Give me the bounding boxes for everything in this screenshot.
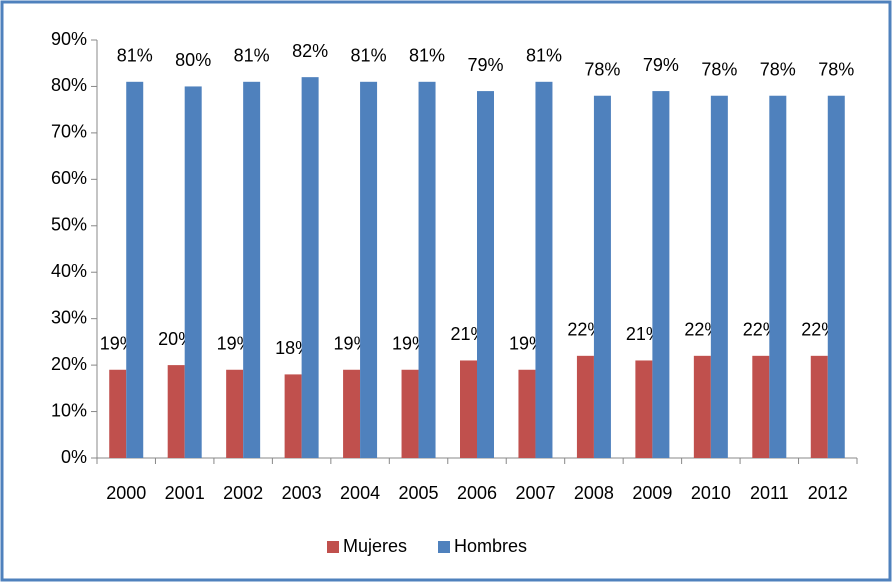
bar (401, 369, 419, 458)
bar (226, 369, 244, 458)
legend-label: Mujeres (343, 536, 407, 556)
bar (167, 365, 185, 458)
x-tick-label: 2007 (515, 483, 555, 503)
bar (477, 91, 494, 458)
bar (418, 81, 436, 459)
y-tick-label: 10% (51, 400, 87, 420)
x-tick-label: 2001 (165, 483, 205, 503)
x-tick-label: 2005 (399, 483, 439, 503)
bar (518, 369, 536, 458)
bar (752, 355, 770, 458)
x-tick-label: 2006 (457, 483, 497, 503)
value-label: 81% (117, 46, 153, 66)
y-tick-label: 30% (51, 307, 87, 327)
value-label: 78% (760, 59, 796, 79)
value-label: 79% (467, 55, 503, 75)
x-tick-label: 2009 (632, 483, 672, 503)
bar (593, 95, 611, 458)
bar (109, 369, 127, 458)
value-label: 78% (584, 59, 620, 79)
value-label: 80% (175, 50, 211, 70)
x-tick-label: 2000 (106, 483, 146, 503)
bar (535, 81, 553, 459)
y-tick-label: 20% (51, 354, 87, 374)
x-tick-label: 2010 (691, 483, 731, 503)
y-tick-label: 0% (61, 447, 87, 467)
y-tick-label: 80% (51, 75, 87, 95)
legend-swatch (327, 541, 339, 553)
x-tick-label: 2002 (223, 483, 263, 503)
y-tick-label: 90% (51, 29, 87, 49)
value-label: 81% (351, 46, 387, 66)
y-tick-label: 40% (51, 261, 87, 281)
bar (810, 355, 828, 458)
bar (126, 81, 144, 459)
value-label: 81% (409, 46, 445, 66)
value-label: 79% (643, 55, 679, 75)
bar (693, 355, 711, 458)
bar (635, 360, 653, 458)
bar (576, 355, 594, 458)
y-tick-label: 60% (51, 168, 87, 188)
bar (710, 95, 728, 458)
bar (360, 81, 378, 459)
value-label: 81% (234, 46, 270, 66)
bar (284, 374, 302, 458)
value-label: 78% (701, 59, 737, 79)
value-label: 78% (818, 59, 854, 79)
y-tick-label: 50% (51, 215, 87, 235)
legend-label: Hombres (454, 536, 527, 556)
bar (243, 81, 261, 459)
bar (343, 369, 361, 458)
bar (827, 95, 845, 458)
bar (301, 77, 319, 459)
legend-swatch (438, 541, 450, 553)
bar (652, 91, 670, 458)
value-label: 81% (526, 46, 562, 66)
value-label: 82% (292, 41, 328, 61)
bar (460, 360, 477, 458)
y-tick-label: 70% (51, 122, 87, 142)
x-tick-label: 2008 (574, 483, 614, 503)
bar (184, 86, 202, 458)
x-tick-label: 2004 (340, 483, 380, 503)
x-tick-label: 2012 (808, 483, 848, 503)
x-tick-label: 2011 (750, 483, 789, 503)
x-tick-label: 2003 (282, 483, 322, 503)
bar (769, 95, 787, 458)
